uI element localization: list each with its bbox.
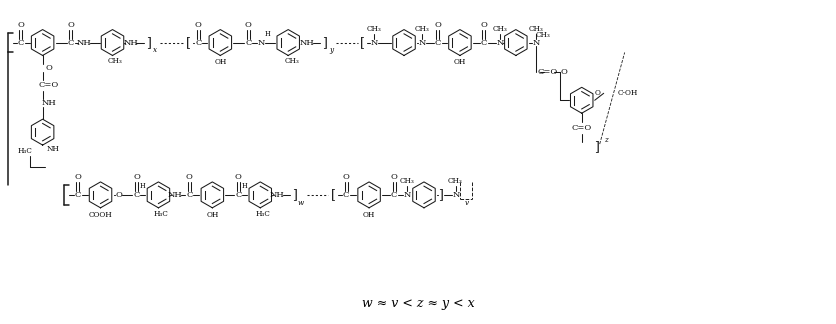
Text: w: w <box>298 199 304 207</box>
Text: N: N <box>533 39 539 47</box>
Text: v: v <box>465 199 469 207</box>
Text: O: O <box>594 89 600 97</box>
Text: N: N <box>418 39 426 47</box>
Text: C: C <box>133 191 140 199</box>
Text: C: C <box>245 39 252 47</box>
Text: O: O <box>67 21 74 29</box>
Text: N: N <box>452 191 460 199</box>
Text: CH₃: CH₃ <box>400 177 415 185</box>
Text: OH: OH <box>206 211 218 219</box>
Text: CH₃: CH₃ <box>492 25 507 33</box>
Text: O: O <box>560 68 567 76</box>
Text: O: O <box>115 191 122 199</box>
Text: CH₃: CH₃ <box>535 30 550 39</box>
Text: O: O <box>235 173 242 181</box>
Text: O: O <box>481 21 487 29</box>
Text: C: C <box>391 191 397 199</box>
Text: H: H <box>242 182 247 190</box>
Text: w ≈ v < z ≈ y < x: w ≈ v < z ≈ y < x <box>362 297 474 310</box>
Text: O: O <box>74 173 81 181</box>
Text: [: [ <box>186 36 191 49</box>
Text: C: C <box>186 191 192 199</box>
Text: C=O: C=O <box>38 81 59 89</box>
Text: CH₃: CH₃ <box>415 25 430 33</box>
Text: H: H <box>264 29 270 38</box>
Text: O: O <box>45 64 52 72</box>
Text: C: C <box>18 39 24 47</box>
Text: O: O <box>245 21 252 29</box>
Text: CH₃: CH₃ <box>108 57 123 65</box>
Text: ]: ] <box>439 188 443 201</box>
Text: x: x <box>153 46 157 54</box>
Text: C-OH: C-OH <box>618 89 638 97</box>
Text: O: O <box>435 21 441 29</box>
Text: O: O <box>343 173 349 181</box>
Text: OH: OH <box>214 58 227 66</box>
Text: CH₃: CH₃ <box>528 25 543 33</box>
Text: ]: ] <box>594 141 599 154</box>
Text: C: C <box>195 39 201 47</box>
Text: OH: OH <box>454 58 466 66</box>
Text: CH₃: CH₃ <box>447 177 462 185</box>
Text: NH: NH <box>46 145 59 153</box>
Text: N: N <box>370 39 378 47</box>
Text: O: O <box>390 173 397 181</box>
Text: N: N <box>497 39 503 47</box>
Text: H: H <box>140 182 145 190</box>
Text: [: [ <box>331 188 335 201</box>
Text: C=O: C=O <box>538 68 558 76</box>
Text: O: O <box>186 173 193 181</box>
Text: ]: ] <box>146 36 150 49</box>
Text: CH₃: CH₃ <box>367 25 381 33</box>
Text: NH: NH <box>300 39 314 47</box>
Text: COOH: COOH <box>89 211 112 219</box>
Text: ]: ] <box>292 188 297 201</box>
Text: C: C <box>343 191 349 199</box>
Text: OH: OH <box>363 211 375 219</box>
Text: C: C <box>235 191 242 199</box>
Text: CH₃: CH₃ <box>285 57 299 65</box>
Text: N: N <box>257 39 265 47</box>
Text: H₃C: H₃C <box>154 210 169 218</box>
Text: O: O <box>18 21 24 29</box>
Text: O: O <box>133 173 140 181</box>
Text: C: C <box>74 191 81 199</box>
Text: NH: NH <box>168 191 183 199</box>
Text: C: C <box>68 39 74 47</box>
Text: C: C <box>481 39 487 47</box>
Text: y: y <box>329 46 334 54</box>
Text: [: [ <box>359 36 364 49</box>
Text: N: N <box>403 191 410 199</box>
Text: ]: ] <box>322 36 327 49</box>
Text: O: O <box>195 21 201 29</box>
Text: C: C <box>435 39 441 47</box>
Text: NH: NH <box>41 99 56 107</box>
Text: z: z <box>604 136 608 144</box>
Text: H₃C: H₃C <box>256 210 271 218</box>
Text: NH: NH <box>270 191 284 199</box>
Text: NH: NH <box>76 39 91 47</box>
Text: NH: NH <box>123 39 138 47</box>
Text: H₃C: H₃C <box>18 147 32 155</box>
Text: C=O: C=O <box>572 124 592 132</box>
